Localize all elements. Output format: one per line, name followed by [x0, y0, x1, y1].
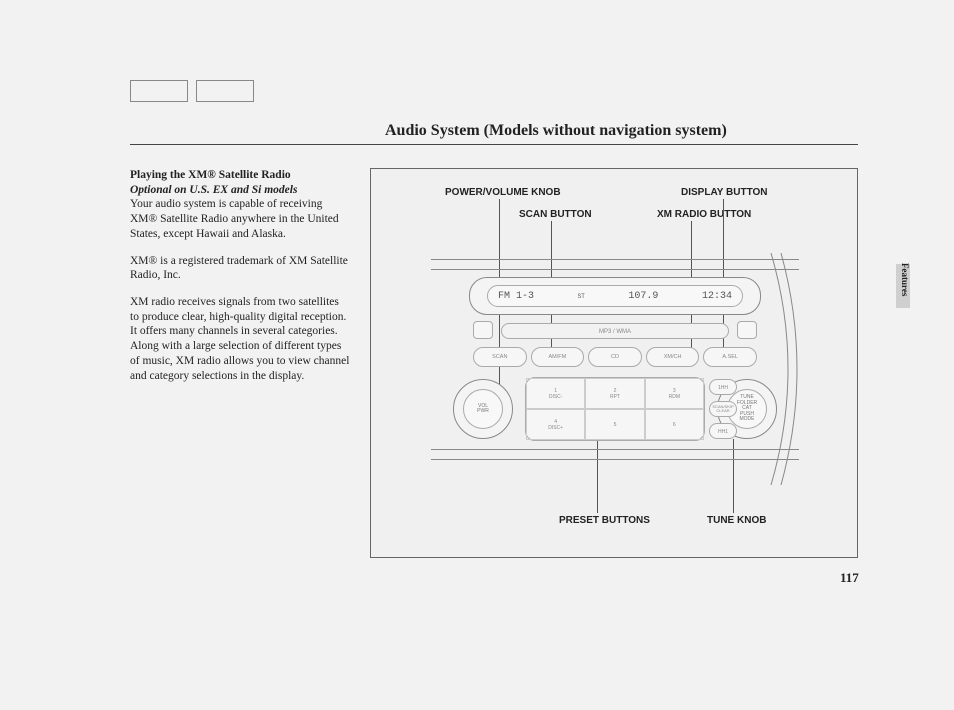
radio-display: FM 1-3 ST 107.9 12:34: [487, 285, 743, 307]
panel-top-line: [431, 259, 799, 260]
cd-button: CD: [588, 347, 642, 367]
volume-knob: VOLPWR: [453, 379, 513, 439]
radio-unit: FM 1-3 ST 107.9 12:34 MP3 / WMA SCAN AM/…: [431, 259, 799, 479]
preset-panel: 1DISC- 2RPT 3RDM 4DISC+ 5 6: [525, 377, 705, 441]
volume-knob-label: VOLPWR: [463, 389, 503, 429]
display-band: FM 1-3: [498, 291, 534, 302]
function-button-row: SCAN AM/FM CD XM/CH A.SEL: [473, 347, 757, 367]
body-text-column: Playing the XM® Satellite Radio Optional…: [130, 168, 350, 395]
display-freq: 107.9: [628, 291, 658, 302]
scan-skip-button: SCAN/SKIPCLEAR: [709, 401, 737, 417]
panel-bottom-line: [431, 459, 799, 460]
callout-tune: TUNE KNOB: [707, 515, 766, 526]
subheading-text: Optional on U.S. EX and Si models: [130, 184, 297, 196]
paragraph-3: XM radio receives signals from two satel…: [130, 295, 350, 383]
section-tab-label: Features: [898, 263, 910, 333]
panel-line-2: [431, 269, 799, 270]
load-button-right: [737, 321, 757, 339]
callout-display: DISPLAY BUTTON: [681, 187, 768, 198]
manual-page: Audio System (Models without navigation …: [80, 40, 880, 670]
preset-5: 5: [585, 409, 644, 440]
body-heading: Playing the XM® Satellite Radio Optional…: [130, 168, 350, 242]
preset-3: 3RDM: [645, 378, 704, 409]
scan-button: SCAN: [473, 347, 527, 367]
xm-button: XM/CH: [646, 347, 700, 367]
panel-line-3: [431, 449, 799, 450]
asel-button: A.SEL: [703, 347, 757, 367]
header-rule: [130, 144, 858, 145]
seek-down-button: HH1: [709, 423, 737, 439]
page-title: Audio System (Models without navigation …: [385, 122, 727, 140]
page-number: 117: [840, 570, 859, 586]
display-clock: 12:34: [702, 291, 732, 302]
side-panel-curve: [767, 253, 815, 485]
preset-4: 4DISC+: [526, 409, 585, 440]
callout-scan: SCAN BUTTON: [519, 209, 592, 220]
preset-2: 2RPT: [585, 378, 644, 409]
seek-up-button: 1HH: [709, 379, 737, 395]
preset-6: 6: [645, 409, 704, 440]
placeholder-box: [196, 80, 254, 102]
preset-1: 1DISC-: [526, 378, 585, 409]
amfm-button: AM/FM: [531, 347, 585, 367]
heading-text: Playing the XM® Satellite Radio: [130, 169, 291, 181]
radio-diagram: POWER/VOLUME KNOB DISPLAY BUTTON SCAN BU…: [370, 168, 858, 558]
callout-power-volume: POWER/VOLUME KNOB: [445, 187, 561, 198]
callout-preset: PRESET BUTTONS: [559, 515, 650, 526]
paragraph-2: XM® is a registered trademark of XM Sate…: [130, 254, 350, 283]
placeholder-box: [130, 80, 188, 102]
cd-slot: MP3 / WMA: [501, 323, 729, 339]
callout-xm: XM RADIO BUTTON: [657, 209, 751, 220]
display-st: ST: [578, 293, 585, 300]
paragraph-1: Your audio system is capable of receivin…: [130, 198, 339, 239]
eject-button-left: [473, 321, 493, 339]
header-placeholder-boxes: [130, 80, 254, 102]
